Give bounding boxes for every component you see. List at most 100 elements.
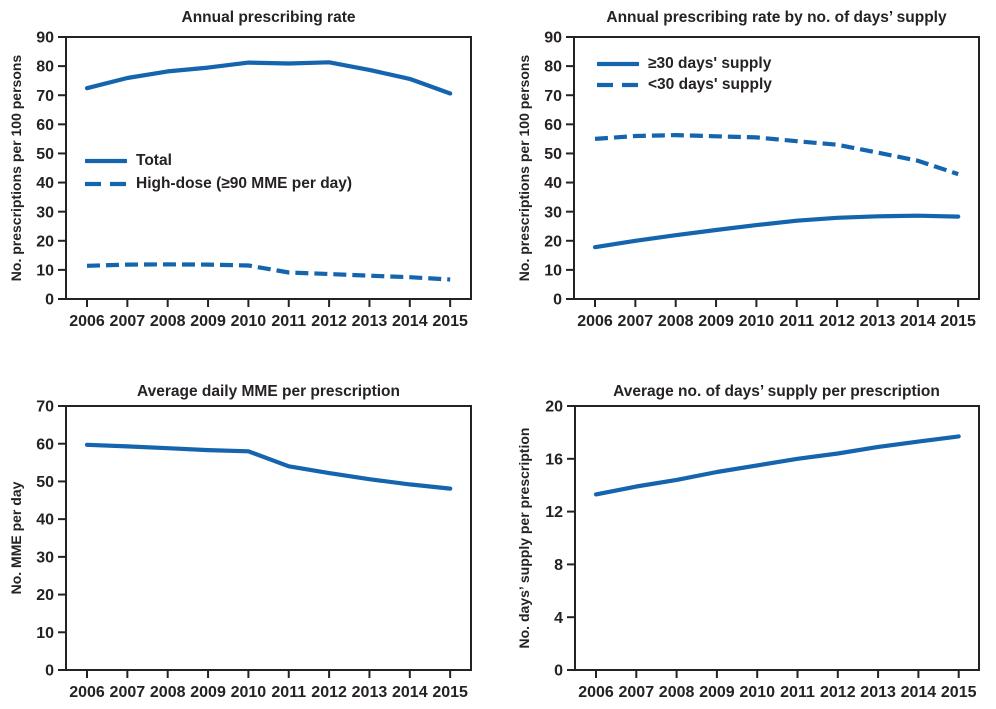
series-line-solid xyxy=(84,60,453,96)
y-tick-label: 80 xyxy=(36,59,54,76)
legend-solid-line-icon xyxy=(85,158,127,163)
y-axis-label-chart-2: No. prescriptions per 100 persons xyxy=(516,54,532,282)
y-tick-label: 4 xyxy=(554,610,563,627)
x-tick-label: 2012 xyxy=(311,684,347,701)
series-line-dashed xyxy=(594,133,959,177)
x-tick-label: 2011 xyxy=(779,313,814,330)
y-tick-label: 8 xyxy=(554,557,563,574)
legend-chart-1: Total High-dose (≥90 MME per day) xyxy=(85,149,352,195)
y-tick-label: 90 xyxy=(544,30,562,47)
y-tick-label: 0 xyxy=(554,663,563,680)
x-tick-label: 2006 xyxy=(577,313,613,330)
x-tick-label: 2006 xyxy=(578,684,614,701)
y-tick-label: 20 xyxy=(545,399,563,416)
x-tick-label: 2006 xyxy=(69,313,105,330)
legend-item-total: Total xyxy=(85,149,352,172)
y-tick-label: 90 xyxy=(36,30,54,47)
x-tick-label: 2008 xyxy=(659,684,695,701)
x-tick-label: 2008 xyxy=(150,313,186,330)
x-tick-label: 2009 xyxy=(698,313,734,330)
x-tick-label: 2015 xyxy=(941,684,977,701)
x-tick-label: 2013 xyxy=(860,684,896,701)
series-line-solid xyxy=(592,213,961,250)
chart-title-average-daily-mme: Average daily MME per prescription xyxy=(136,383,400,400)
y-tick-label: 16 xyxy=(545,451,563,468)
y-tick-label: 50 xyxy=(544,146,562,163)
y-tick-label: 50 xyxy=(36,146,54,163)
x-tick-label: 2014 xyxy=(392,313,428,330)
y-tick-label: 30 xyxy=(36,204,54,221)
legend-item-ge30-days: ≥30 days' supply xyxy=(597,53,772,75)
legend-label-high-dose: High-dose (≥90 MME per day) xyxy=(136,174,353,192)
legend-label-ge30-days: ≥30 days' supply xyxy=(648,54,772,72)
legend-label-lt30-days: <30 days' supply xyxy=(648,76,772,94)
x-tick-label: 2007 xyxy=(110,684,146,701)
x-tick-label: 2014 xyxy=(901,684,937,701)
y-tick-label: 20 xyxy=(36,233,54,250)
x-tick-label: 2006 xyxy=(69,684,105,701)
x-tick-label: 2012 xyxy=(820,684,856,701)
y-tick-label: 0 xyxy=(553,292,562,309)
y-tick-label: 10 xyxy=(36,625,54,642)
y-tick-label: 0 xyxy=(45,663,54,680)
chart-title-prescribing-rate-by-days-supply: Annual prescribing rate by no. of days’ … xyxy=(606,9,947,26)
y-tick-label: 70 xyxy=(36,399,54,416)
x-tick-label: 2015 xyxy=(432,684,468,701)
y-tick-label: 70 xyxy=(36,88,54,105)
x-tick-label: 2007 xyxy=(618,313,654,330)
x-tick-label: 2010 xyxy=(231,313,267,330)
y-tick-label: 10 xyxy=(544,262,562,279)
y-tick-label: 40 xyxy=(544,175,562,192)
y-axis-label-chart-4: No. days’ supply per prescription xyxy=(516,427,532,649)
y-tick-label: 80 xyxy=(544,59,562,76)
y-tick-label: 40 xyxy=(36,175,54,192)
x-tick-label: 2007 xyxy=(110,313,146,330)
y-tick-label: 20 xyxy=(36,587,54,604)
legend-solid-line-icon xyxy=(597,61,639,66)
y-tick-label: 40 xyxy=(36,512,54,529)
plot-frame xyxy=(65,36,472,300)
y-axis-label-chart-3: No. MME per day xyxy=(8,481,24,595)
series-line-solid xyxy=(84,442,453,491)
x-tick-label: 2009 xyxy=(190,684,226,701)
x-tick-label: 2008 xyxy=(658,313,694,330)
x-tick-label: 2015 xyxy=(432,313,468,330)
x-tick-label: 2014 xyxy=(900,313,936,330)
legend-dashed-line-icon xyxy=(597,83,639,88)
chart-title-annual-prescribing-rate: Annual prescribing rate xyxy=(181,9,356,26)
y-axis-label-chart-1: No. prescriptions per 100 persons xyxy=(8,54,24,282)
y-tick-label: 60 xyxy=(36,436,54,453)
x-tick-label: 2012 xyxy=(311,313,347,330)
x-tick-label: 2013 xyxy=(860,313,896,330)
legend-item-lt30-days: <30 days' supply xyxy=(597,75,772,97)
legend-chart-2: ≥30 days' supply <30 days' supply xyxy=(597,53,772,96)
x-tick-label: 2009 xyxy=(699,684,735,701)
y-tick-label: 30 xyxy=(544,204,562,221)
legend-dashed-line-icon xyxy=(85,181,127,186)
x-tick-label: 2009 xyxy=(190,313,226,330)
y-tick-label: 12 xyxy=(545,504,563,521)
legend-label-total: Total xyxy=(136,151,172,169)
x-tick-label: 2011 xyxy=(271,313,306,330)
chart-title-average-days-supply: Average no. of days’ supply per prescrip… xyxy=(613,383,940,400)
y-tick-label: 30 xyxy=(36,549,54,566)
x-tick-label: 2011 xyxy=(780,684,815,701)
plot-frame xyxy=(573,36,980,300)
y-tick-label: 20 xyxy=(544,233,562,250)
plot-frame xyxy=(65,405,472,671)
x-tick-label: 2013 xyxy=(352,313,388,330)
y-tick-label: 0 xyxy=(45,292,54,309)
x-tick-label: 2013 xyxy=(352,684,388,701)
x-tick-label: 2010 xyxy=(739,684,775,701)
x-tick-label: 2010 xyxy=(739,313,775,330)
y-tick-label: 60 xyxy=(544,117,562,134)
plot-frame xyxy=(574,405,980,671)
x-tick-label: 2010 xyxy=(231,684,267,701)
series-line-dashed xyxy=(86,262,451,282)
x-tick-label: 2012 xyxy=(819,313,855,330)
series-line-solid xyxy=(593,434,961,497)
